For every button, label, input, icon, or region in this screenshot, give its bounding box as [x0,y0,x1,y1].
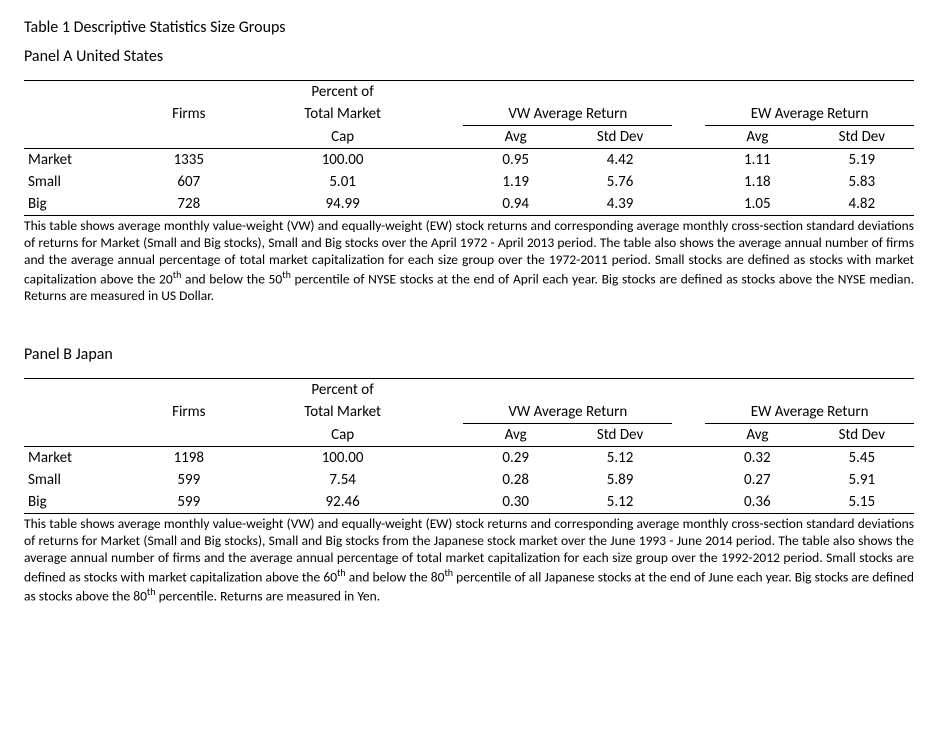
cell: 94.99 [255,193,431,216]
panel-a-table: Percent of Firms Total Market VW Average… [24,80,914,216]
cell: 5.01 [255,171,431,193]
table-row: Market 1198 100.00 0.29 5.12 0.32 5.45 [24,446,914,469]
table-row: Small 599 7.54 0.28 5.89 0.27 5.91 [24,469,914,491]
header-vw-std: Std Dev [568,423,672,446]
header-vw: VW Average Return [463,401,672,424]
header-pct-1: Percent of [255,378,431,401]
table-row: Big 599 92.46 0.30 5.12 0.36 5.15 [24,491,914,514]
cell: 0.32 [705,446,809,469]
cell: 1.05 [705,193,809,216]
cell: 4.39 [568,193,672,216]
header-ew-std: Std Dev [810,126,914,149]
cell: 0.95 [463,149,567,172]
row-label: Market [24,149,123,172]
cell: 0.30 [463,491,567,514]
cell: 5.15 [810,491,914,514]
cell: 0.28 [463,469,567,491]
header-ew-avg: Avg [705,423,809,446]
row-label: Big [24,491,123,514]
cell: 0.94 [463,193,567,216]
panel-a-note: This table shows average monthly value-w… [24,218,914,305]
header-ew-std: Std Dev [810,423,914,446]
header-pct-2: Total Market [255,103,431,126]
header-vw-avg: Avg [463,423,567,446]
header-pct-3: Cap [255,423,431,446]
cell: 100.00 [255,149,431,172]
cell: 607 [123,171,255,193]
header-pct-1: Percent of [255,81,431,104]
panel-b-note: This table shows average monthly value-w… [24,516,914,605]
cell: 7.54 [255,469,431,491]
cell: 0.36 [705,491,809,514]
row-label: Small [24,171,123,193]
table-row: Market 1335 100.00 0.95 4.42 1.11 5.19 [24,149,914,172]
header-ew: EW Average Return [705,103,914,126]
cell: 599 [123,491,255,514]
cell: 5.45 [810,446,914,469]
cell: 0.29 [463,446,567,469]
cell: 599 [123,469,255,491]
table-title: Table 1 Descriptive Statistics Size Grou… [24,18,914,37]
cell: 100.00 [255,446,431,469]
cell: 1.11 [705,149,809,172]
row-label: Small [24,469,123,491]
table-row: Small 607 5.01 1.19 5.76 1.18 5.83 [24,171,914,193]
cell: 5.19 [810,149,914,172]
header-firms: Firms [123,401,255,424]
cell: 5.12 [568,491,672,514]
header-firms: Firms [123,103,255,126]
cell: 1.18 [705,171,809,193]
row-label: Market [24,446,123,469]
cell: 92.46 [255,491,431,514]
panel-a-title: Panel A United States [24,47,914,66]
cell: 728 [123,193,255,216]
cell: 5.91 [810,469,914,491]
cell: 1.19 [463,171,567,193]
header-vw: VW Average Return [463,103,672,126]
header-pct-3: Cap [255,126,431,149]
cell: 5.83 [810,171,914,193]
header-ew: EW Average Return [705,401,914,424]
cell: 1198 [123,446,255,469]
cell: 5.12 [568,446,672,469]
panel-b-title: Panel B Japan [24,345,914,364]
panel-b-table: Percent of Firms Total Market VW Average… [24,378,914,514]
header-ew-avg: Avg [705,126,809,149]
header-vw-std: Std Dev [568,126,672,149]
cell: 5.89 [568,469,672,491]
cell: 4.42 [568,149,672,172]
cell: 1335 [123,149,255,172]
row-label: Big [24,193,123,216]
header-vw-avg: Avg [463,126,567,149]
cell: 0.27 [705,469,809,491]
header-pct-2: Total Market [255,401,431,424]
table-row: Big 728 94.99 0.94 4.39 1.05 4.82 [24,193,914,216]
cell: 4.82 [810,193,914,216]
cell: 5.76 [568,171,672,193]
